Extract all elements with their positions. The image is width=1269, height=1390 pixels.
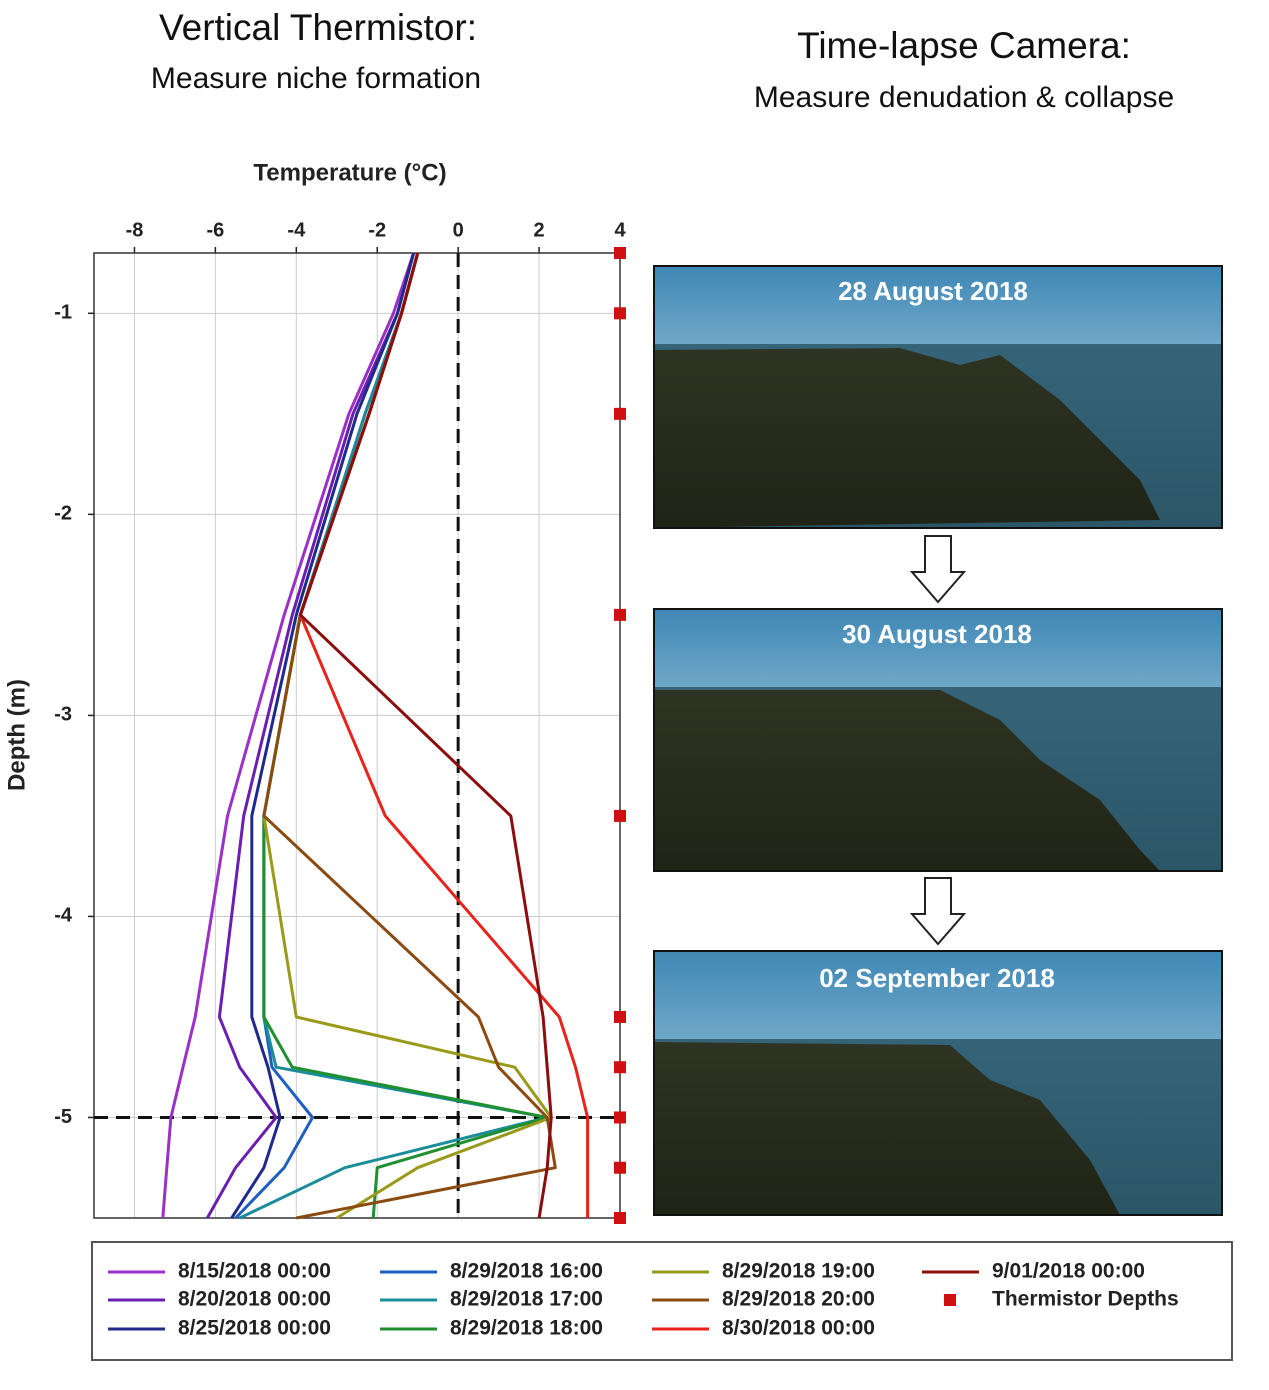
legend-label: 9/01/2018 00:00 [992,1260,1145,1283]
x-tick-label: -4 [287,219,306,241]
thermistor-marker [614,307,626,319]
series-line [300,253,587,1218]
left-title: Vertical Thermistor: [159,7,477,48]
x-tick-label: 4 [614,219,626,241]
figure: Vertical Thermistor: Measure niche forma… [0,0,1269,1385]
legend-label: 8/29/2018 18:00 [450,1317,603,1340]
photo-label: 02 September 2018 [819,963,1055,993]
legend-label: 8/29/2018 19:00 [722,1260,875,1283]
y-axis-title: Depth (m) [3,679,30,791]
right-title: Time-lapse Camera: [797,25,1131,66]
legend-label: 8/25/2018 00:00 [178,1317,331,1340]
photo: 02 September 2018 [654,951,1222,1215]
photo-label: 28 August 2018 [838,276,1028,306]
thermistor-marker [614,247,626,259]
photo: 30 August 2018 [654,609,1222,871]
series-line [300,253,551,1218]
thermistor-marker [614,408,626,420]
thermistor-marker [614,810,626,822]
x-tick-label: -6 [206,219,224,241]
thermistor-marker [614,1162,626,1174]
y-tick-label: -2 [54,503,72,525]
legend-label: 8/29/2018 17:00 [450,1288,603,1311]
y-tick-label: -3 [54,704,72,726]
left-subtitle: Measure niche formation [151,62,481,95]
x-tick-label: 2 [534,219,545,241]
x-tick-label: -8 [126,219,144,241]
y-tick-label: -4 [54,905,73,927]
thermistor-marker [614,1212,626,1224]
legend-label: Thermistor Depths [992,1288,1179,1311]
legend-label: 8/15/2018 00:00 [178,1260,331,1283]
legend-swatch [944,1294,956,1306]
legend-label: 8/29/2018 20:00 [722,1288,875,1311]
legend-label: 8/29/2018 16:00 [450,1260,603,1283]
series-line [240,253,548,1218]
series-line [163,253,414,1218]
y-tick-label: -1 [54,302,72,324]
arrow [912,878,964,944]
legend-label: 8/30/2018 00:00 [722,1317,875,1340]
arrow [912,536,964,602]
thermistor-marker [614,1011,626,1023]
thermistor-marker [614,609,626,621]
x-tick-label: -2 [368,219,386,241]
x-axis-title: Temperature (°C) [253,159,446,186]
thermistor-marker [614,1111,626,1123]
x-tick-label: 0 [453,219,464,241]
legend-label: 8/20/2018 00:00 [178,1288,331,1311]
photo: 28 August 2018 [654,266,1222,528]
right-subtitle: Measure denudation & collapse [754,81,1174,114]
page: Vertical Thermistor: Measure niche forma… [0,0,1269,1390]
photo-label: 30 August 2018 [842,619,1032,649]
thermistor-marker [614,1061,626,1073]
y-tick-label: -5 [54,1106,72,1128]
